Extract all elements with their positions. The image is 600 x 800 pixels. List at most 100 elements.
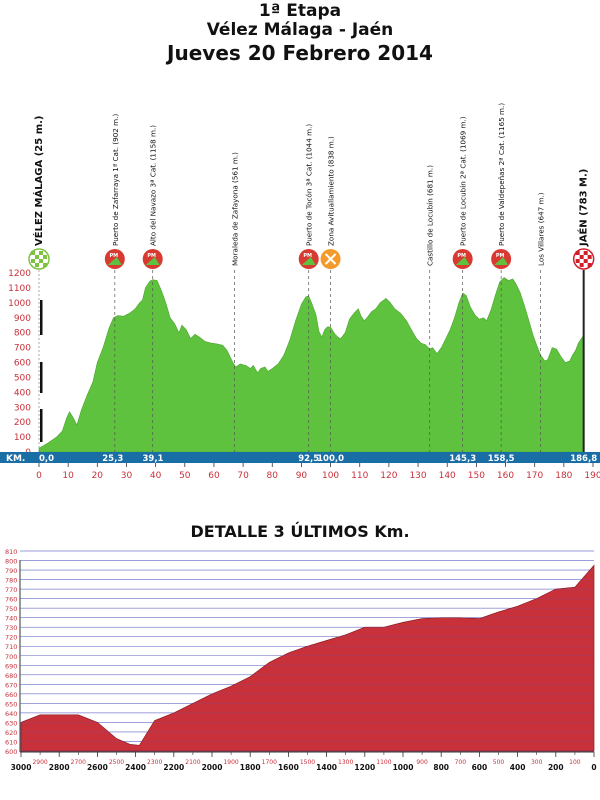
detail-y-tick-label: 700 (5, 653, 17, 661)
detail-x-minor-label: 1100 (376, 759, 391, 766)
svg-text:PM: PM (303, 253, 312, 259)
detail-title: DETALLE 3 ÚLTIMOS Km. (190, 522, 410, 541)
point-label: JAÉN (783 M.) (577, 169, 590, 247)
km-marker-label: 0,0 (39, 454, 54, 464)
y-tick-label: 1100 (8, 284, 31, 294)
km-bar (0, 452, 600, 463)
x-tick-label: 110 (351, 471, 368, 481)
stage-number: 1ª Etapa (258, 1, 342, 21)
detail-y-tick-label: 720 (5, 634, 17, 642)
stage-profile-chart: 0100200300400500600700800900100011001200… (0, 103, 600, 481)
detail-x-tick-label: 2200 (163, 763, 184, 772)
point-label: Puerto de Tocón 3ª Cat. (1044 m.) (305, 124, 314, 246)
detail-x-minor-label: 2700 (71, 759, 86, 766)
x-tick-label: 80 (267, 471, 279, 481)
detail-y-tick-label: 600 (5, 748, 17, 756)
km-marker-label: 158,5 (488, 454, 515, 464)
x-tick-label: 160 (497, 471, 514, 481)
y-tick-label: 400 (14, 388, 31, 398)
detail-x-minor-label: 300 (531, 759, 543, 766)
point-label: Puerto de Valdepeñas 2ª Cat. (1165 m.) (497, 103, 506, 246)
detail-x-tick-label: 1800 (240, 763, 261, 772)
point-label: Los Villares (647 m.) (537, 192, 546, 266)
km-marker-label: 145,3 (449, 454, 476, 464)
start-flag-icon (28, 248, 50, 270)
detail-x-minor-label: 2500 (109, 759, 124, 766)
detail-y-tick-label: 640 (5, 710, 17, 718)
x-tick-label: 130 (409, 471, 426, 481)
detail-x-minor-label: 2100 (185, 759, 200, 766)
detail-x-tick-label: 1000 (393, 763, 414, 772)
x-tick-label: 70 (237, 471, 249, 481)
x-tick-label: 100 (322, 471, 339, 481)
km-marker-label: 92,5 (298, 454, 319, 464)
detail-y-tick-label: 710 (5, 643, 17, 651)
scale-bar (40, 409, 43, 442)
km-marker-label: 25,3 (102, 454, 123, 464)
detail-y-tick-label: 660 (5, 691, 17, 699)
climb-category-icon: PM (491, 249, 512, 269)
km-marker-label: 100,0 (317, 454, 344, 464)
km-marker-label: 39,1 (143, 454, 164, 464)
detail-x-minor-label: 700 (455, 759, 467, 766)
detail-x-tick-label: 2800 (49, 763, 70, 772)
y-tick-label: 1000 (8, 299, 31, 309)
detail-y-tick-label: 730 (5, 624, 17, 632)
detail-x-minor-label: 1300 (338, 759, 353, 766)
point-label: Alto del Navazo 3ª Cat. (1158 m.) (149, 125, 158, 246)
scale-bar (40, 300, 43, 335)
detail-y-tick-label: 620 (5, 729, 17, 737)
detail-y-tick-label: 760 (5, 596, 17, 604)
detail-y-tick-label: 800 (5, 558, 17, 566)
detail-x-tick-label: 1600 (278, 763, 299, 772)
svg-text:PM: PM (457, 253, 466, 259)
x-tick-label: 120 (380, 471, 397, 481)
y-tick-label: 1200 (8, 269, 31, 279)
detail-x-minor-label: 1500 (300, 759, 315, 766)
point-label: VÉLEZ MÁLAGA (25 m.) (32, 116, 45, 247)
detail-y-tick-label: 690 (5, 662, 17, 670)
point-label: Puerto de Locubín 2ª Cat. (1069 m.) (459, 116, 468, 246)
scale-bar (40, 362, 43, 393)
x-tick-label: 150 (468, 471, 485, 481)
x-tick-label: 190 (584, 471, 600, 481)
y-tick-label: 600 (14, 359, 31, 369)
detail-y-tick-label: 680 (5, 672, 17, 680)
point-label: Puerto de Zafarraya 1ª Cat. (902 m.) (111, 114, 120, 246)
x-tick-label: 20 (92, 471, 104, 481)
svg-text:PM: PM (147, 253, 156, 259)
detail-y-tick-label: 650 (5, 700, 17, 708)
y-tick-label: 500 (14, 373, 31, 383)
detail-y-tick-label: 610 (5, 738, 17, 746)
feed-zone-icon (320, 249, 341, 269)
detail-x-minor-label: 900 (416, 759, 428, 766)
detail-x-tick-label: 3000 (11, 763, 32, 772)
x-tick-label: 30 (121, 471, 133, 481)
finish-flag-icon (572, 248, 595, 270)
detail-x-tick-label: 1400 (316, 763, 337, 772)
detail-profile-area (20, 564, 595, 752)
stage-date: Jueves 20 Febrero 2014 (167, 41, 433, 65)
detail-y-tick-label: 740 (5, 615, 17, 623)
x-tick-label: 50 (179, 471, 191, 481)
y-tick-label: 300 (14, 403, 31, 413)
x-tick-label: 0 (36, 471, 42, 481)
km-bar-label: KM. (6, 454, 25, 464)
detail-x-tick-label: 200 (548, 763, 564, 772)
detail-y-tick-label: 750 (5, 605, 17, 613)
detail-y-tick-label: 810 (5, 548, 17, 556)
x-tick-label: 60 (208, 471, 220, 481)
climb-category-icon: PM (104, 249, 125, 269)
y-tick-label: 900 (14, 314, 31, 324)
y-tick-label: 100 (14, 433, 31, 443)
x-tick-label: 10 (62, 471, 74, 481)
svg-text:PM: PM (109, 253, 118, 259)
detail-y-tick-label: 770 (5, 586, 17, 594)
detail-x-tick-label: 1200 (354, 763, 375, 772)
x-tick-label: 90 (296, 471, 308, 481)
detail-x-minor-label: 1900 (223, 759, 238, 766)
detail-x-tick-label: 0 (591, 763, 596, 772)
point-label: Moraleda de Zafayona (561 m.) (230, 152, 239, 266)
svg-text:PM: PM (496, 253, 505, 259)
